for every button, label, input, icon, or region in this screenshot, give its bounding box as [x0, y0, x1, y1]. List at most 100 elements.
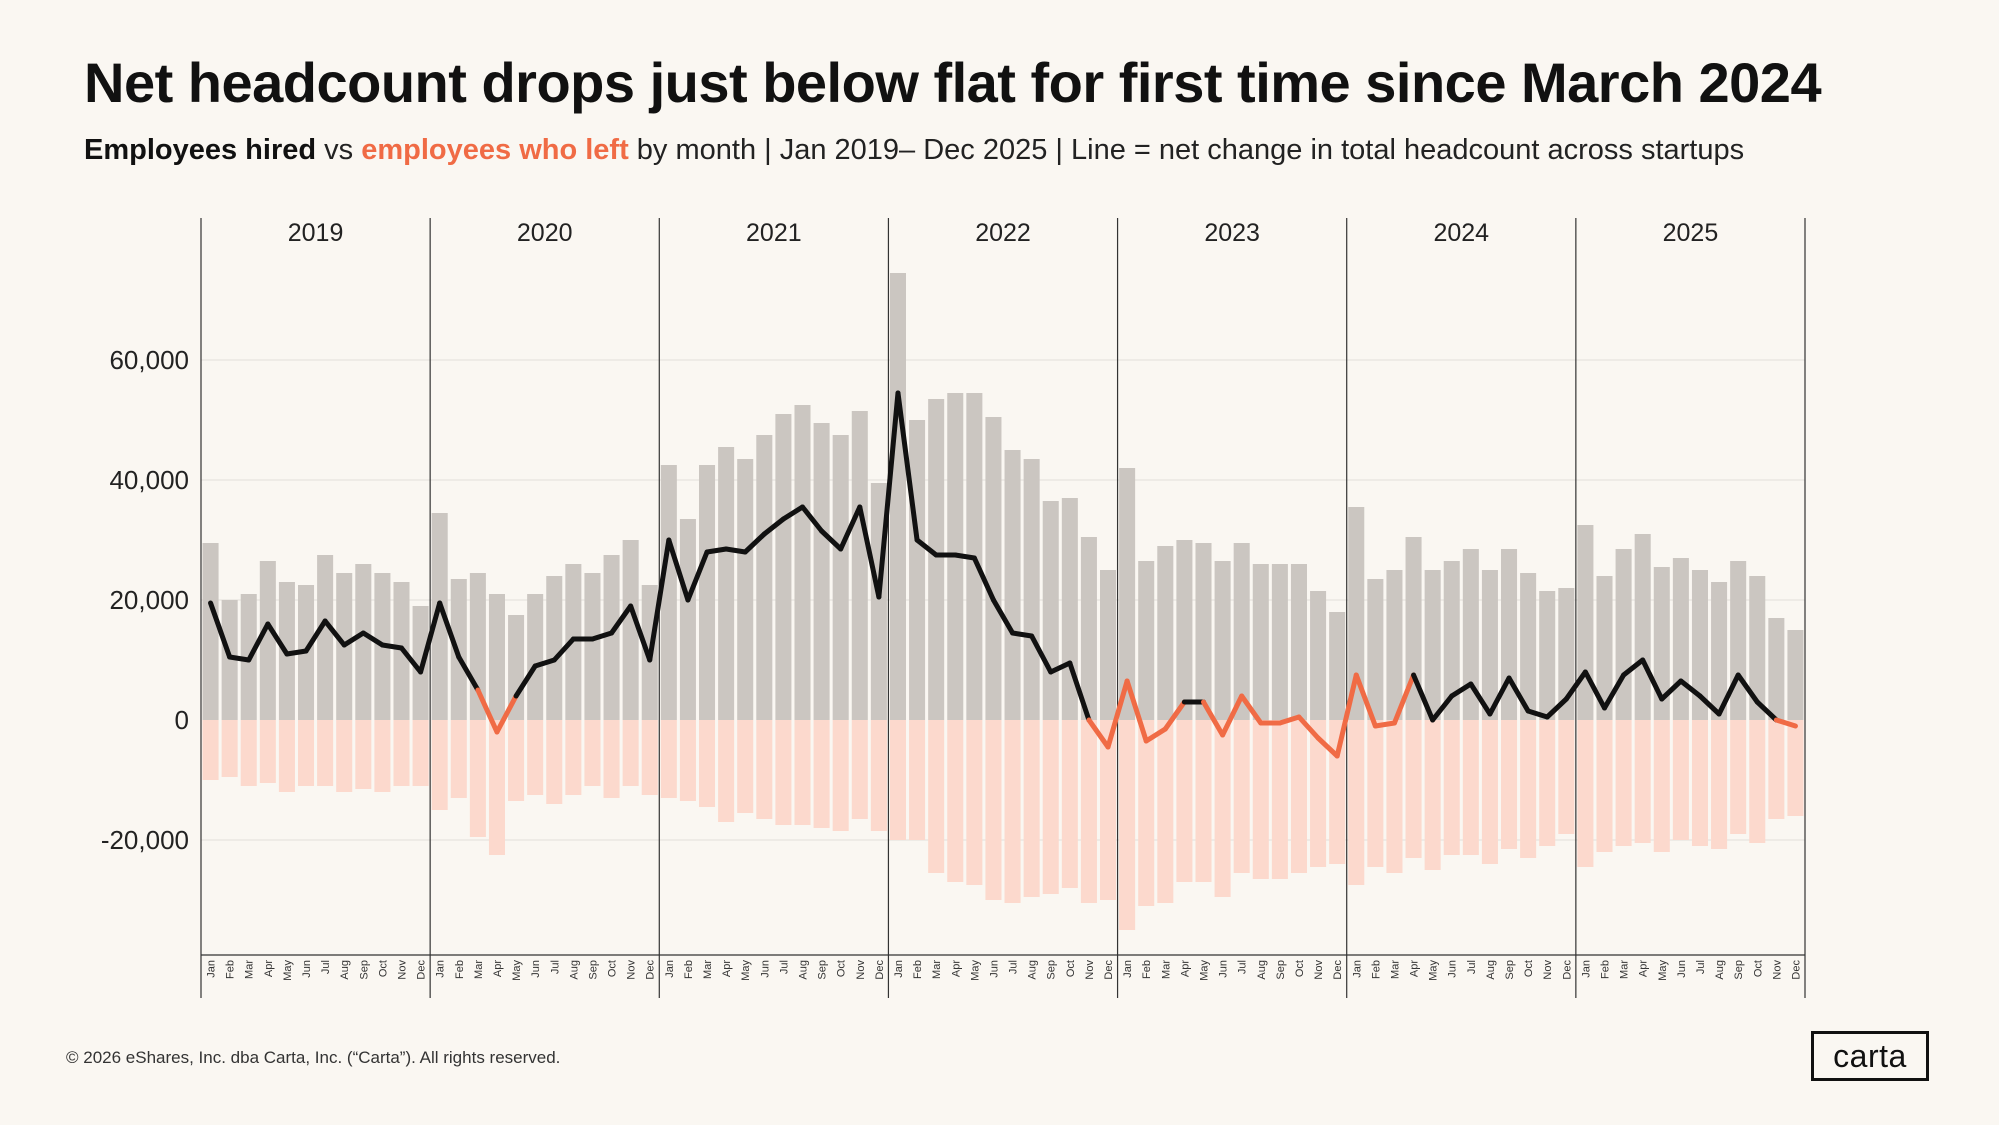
- net-line-segment: [1277, 714, 1302, 726]
- month-label: Jun: [530, 960, 542, 978]
- month-label: Apr: [1638, 960, 1650, 977]
- bar-left: [1386, 720, 1403, 873]
- bar-hired: [317, 555, 334, 720]
- bar-left: [1443, 720, 1460, 855]
- y-tick-label: -20,000: [101, 825, 189, 855]
- bar-left: [1615, 720, 1632, 846]
- bar-hired: [1329, 612, 1346, 720]
- bar-left: [1310, 720, 1327, 867]
- bar-left: [679, 720, 696, 801]
- bar-left: [1749, 720, 1766, 843]
- month-label: Sep: [1275, 960, 1287, 980]
- net-line-segment: [1029, 633, 1054, 675]
- subtitle-vs: vs: [316, 134, 362, 166]
- bar-hired: [1424, 570, 1441, 720]
- bar-left: [1329, 720, 1346, 864]
- month-label: Jul: [1466, 960, 1478, 974]
- bar-left: [1424, 720, 1441, 870]
- net-line-segment: [1716, 672, 1741, 717]
- bar-left: [412, 720, 429, 786]
- net-line-segment: [1678, 678, 1703, 699]
- bar-left: [1119, 720, 1136, 930]
- bar-hired: [813, 423, 830, 720]
- net-line-segment: [1468, 681, 1493, 717]
- bar-left: [1023, 720, 1040, 897]
- month-label: Feb: [1600, 960, 1612, 979]
- month-label: Mar: [473, 960, 485, 979]
- subtitle-rest: by month | Jan 2019– Dec 2025 | Line = n…: [628, 134, 1745, 166]
- month-label: Dec: [1561, 960, 1573, 980]
- month-label: Aug: [798, 960, 810, 980]
- month-label: Aug: [568, 960, 580, 980]
- month-label: Sep: [587, 960, 599, 980]
- month-label: Oct: [1065, 960, 1077, 977]
- bar-hired: [1558, 588, 1575, 720]
- bar-hired: [584, 573, 601, 720]
- year-label: 2025: [1663, 219, 1719, 247]
- chart-subtitle: Employees hired vs employees who left by…: [84, 134, 1744, 167]
- month-label: Jan: [435, 960, 447, 978]
- bar-left: [718, 720, 735, 822]
- net-line-segment: [647, 537, 672, 663]
- month-label: Nov: [1313, 960, 1325, 980]
- net-line-segment: [1239, 693, 1264, 726]
- net-line-segment: [513, 663, 538, 699]
- month-label: Sep: [1504, 960, 1516, 980]
- net-line-segment: [1754, 699, 1779, 723]
- bar-left: [1405, 720, 1422, 858]
- net-line-segment: [952, 552, 977, 561]
- net-line-segment: [1334, 672, 1359, 759]
- year-label: 2019: [288, 219, 344, 247]
- carta-logo: carta: [1811, 1031, 1929, 1081]
- net-line-segment: [1640, 657, 1665, 702]
- net-line-segment: [1544, 696, 1569, 720]
- net-line-segment: [418, 600, 443, 675]
- bar-left: [1691, 720, 1708, 846]
- bar-hired: [851, 411, 868, 720]
- legend-hired-label: Employees hired: [84, 134, 317, 166]
- net-line-segment: [1525, 708, 1550, 720]
- bars-left: [202, 720, 1804, 930]
- bar-left: [317, 720, 334, 786]
- month-label: Sep: [1046, 960, 1058, 980]
- gridlines: [201, 359, 1805, 841]
- bar-hired: [737, 459, 754, 720]
- net-line-segment: [895, 390, 920, 543]
- bar-left: [1061, 720, 1078, 888]
- month-label: Jul: [1695, 960, 1707, 974]
- month-label: Oct: [1294, 960, 1306, 977]
- net-line-segment: [1067, 660, 1092, 723]
- bar-left: [622, 720, 639, 786]
- net-line-segment: [1010, 630, 1035, 639]
- month-label: Apr: [721, 960, 733, 977]
- bar-left: [813, 720, 830, 828]
- net-line-segment: [1391, 672, 1417, 726]
- month-label: Jan: [1580, 960, 1592, 978]
- bar-left: [202, 720, 219, 780]
- month-label: Feb: [225, 960, 237, 979]
- month-label: Nov: [1084, 960, 1096, 980]
- month-label: Jun: [1676, 960, 1688, 978]
- month-label: Jan: [664, 960, 676, 978]
- month-label: May: [969, 960, 981, 981]
- bar-left: [1157, 720, 1174, 903]
- bar-hired: [889, 273, 906, 720]
- net-line-segment: [1162, 699, 1187, 732]
- bar-hired: [1749, 576, 1766, 720]
- month-label: Apr: [1409, 960, 1421, 977]
- bar-hired: [928, 399, 945, 720]
- bar-hired: [1100, 570, 1117, 720]
- month-label: Mar: [1389, 960, 1401, 979]
- bar-hired: [1004, 450, 1021, 720]
- month-label: Jan: [1122, 960, 1134, 978]
- bar-left: [909, 720, 926, 840]
- month-label: Apr: [263, 960, 275, 977]
- bar-left: [1462, 720, 1479, 855]
- month-label: Oct: [377, 960, 389, 977]
- net-line-segment: [819, 528, 844, 552]
- net-line-segment: [876, 390, 901, 600]
- bar-hired: [1539, 591, 1556, 720]
- month-label: Jun: [301, 960, 313, 978]
- bar-hired: [1080, 537, 1097, 720]
